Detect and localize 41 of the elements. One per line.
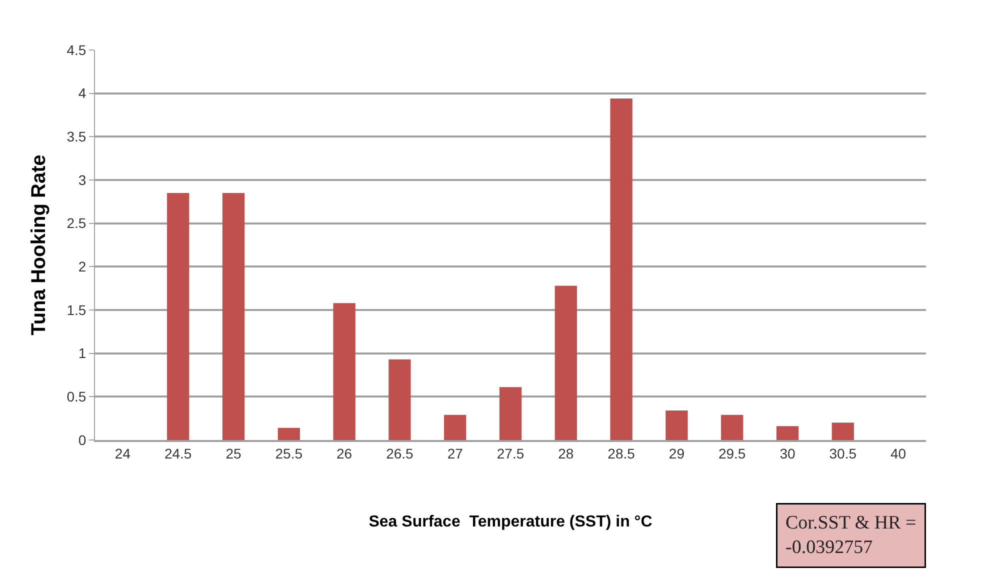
x-tick-label: 28 [558, 446, 574, 462]
y-tick-label: 1.5 [66, 302, 86, 318]
bar [388, 359, 411, 440]
bar [278, 428, 300, 440]
x-tick-label: 29.5 [718, 446, 746, 462]
y-tick-label: 2.5 [66, 215, 86, 232]
x-tick-label: 25.5 [275, 446, 303, 462]
y-tick-label: 0.5 [66, 388, 86, 405]
bar [333, 303, 356, 440]
bar [721, 414, 744, 440]
bar [444, 414, 466, 440]
y-axis-title: Tuna Hooking Rate [28, 154, 50, 336]
bar [222, 193, 245, 440]
text: Cor.SST & HR = -0.0392757 [786, 512, 916, 558]
bar [776, 426, 799, 440]
y-tick-label: 3 [78, 172, 86, 188]
bar [666, 410, 688, 440]
x-tick-label: 28.5 [608, 446, 636, 462]
bar [167, 193, 190, 440]
x-tick-label: 27.5 [496, 446, 524, 462]
y-tick-label: 4.5 [66, 42, 86, 58]
x-tick-label: 24.5 [164, 446, 192, 462]
y-tick-label: 4 [78, 85, 86, 102]
x-tick-label: 30 [780, 446, 796, 462]
x-tick-label: 30.5 [829, 446, 857, 462]
x-axis-title: Sea Surface Temperature (SST) in °C [368, 514, 653, 531]
x-tick-label: 24 [114, 446, 131, 462]
bar [554, 286, 577, 440]
y-tick-label: 0 [78, 432, 86, 448]
y-tick-label: 3.5 [66, 128, 86, 145]
bar [832, 422, 854, 440]
y-tick-label: 1 [78, 345, 86, 362]
x-tick-label: 25 [226, 446, 242, 462]
x-tick-label: 26 [336, 446, 352, 462]
y-tick-label: 2 [78, 258, 86, 275]
bar [499, 387, 522, 440]
x-tick-label: 26.5 [386, 446, 414, 462]
x-tick-label: 29 [668, 446, 685, 462]
bar [610, 98, 632, 440]
x-tick-label: 27 [447, 446, 464, 462]
x-tick-label: 40 [890, 446, 906, 462]
